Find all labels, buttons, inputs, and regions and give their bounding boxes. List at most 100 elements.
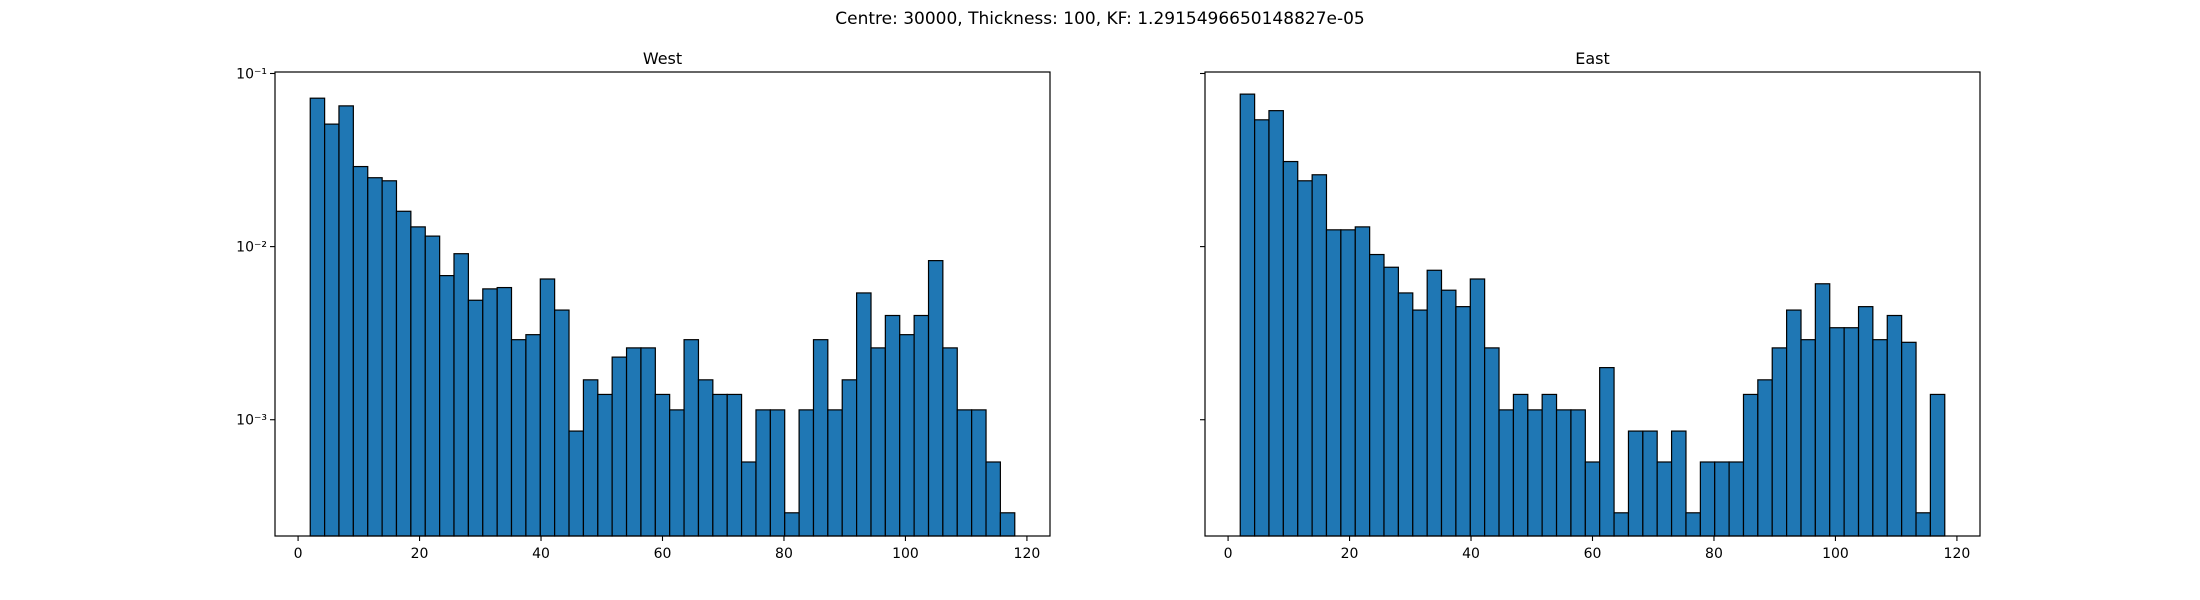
bar xyxy=(884,314,901,537)
bar xyxy=(1455,306,1471,537)
bar xyxy=(1282,160,1299,537)
bar xyxy=(1484,347,1500,537)
bar xyxy=(1685,512,1701,537)
bar xyxy=(439,275,455,537)
bar xyxy=(1627,430,1644,537)
bar xyxy=(1297,180,1313,537)
bar xyxy=(1469,278,1486,537)
bar xyxy=(683,339,700,537)
bar xyxy=(1814,283,1831,537)
bar xyxy=(597,393,613,537)
bar xyxy=(1771,347,1788,537)
bar xyxy=(1728,461,1745,537)
bar xyxy=(1555,409,1572,537)
bar xyxy=(1383,266,1399,537)
bar xyxy=(625,347,642,537)
bar xyxy=(1254,119,1270,537)
bar xyxy=(424,235,441,537)
bar xyxy=(784,512,800,537)
bar xyxy=(338,105,354,537)
bar xyxy=(309,97,326,537)
x-tick-label: 60 xyxy=(654,546,672,562)
bar xyxy=(1570,409,1586,537)
bar xyxy=(1541,393,1558,537)
bar xyxy=(1901,341,1917,537)
bar xyxy=(554,309,570,537)
bar xyxy=(1599,367,1615,537)
bar xyxy=(1699,461,1716,537)
bar xyxy=(1498,409,1515,537)
bar xyxy=(1613,512,1630,537)
bar xyxy=(1843,327,1860,537)
x-tick-label: 20 xyxy=(1341,546,1359,562)
x-tick-label: 0 xyxy=(294,546,303,562)
bar xyxy=(1311,174,1328,537)
x-tick-label: 120 xyxy=(1014,546,1041,562)
x-tick-label: 120 xyxy=(1944,546,1971,562)
bar xyxy=(1527,409,1543,537)
bar xyxy=(582,379,599,537)
bar xyxy=(640,347,656,537)
bar xyxy=(856,292,872,537)
bar xyxy=(1800,339,1816,537)
bar xyxy=(1670,430,1687,537)
bar xyxy=(1325,229,1342,537)
bar xyxy=(1656,461,1673,537)
y-tick-label: 10⁻¹ xyxy=(236,66,267,82)
bar xyxy=(1742,393,1759,537)
y-tick-label: 10⁻³ xyxy=(236,413,267,429)
bar xyxy=(611,356,628,537)
bar xyxy=(697,379,714,537)
bar xyxy=(927,260,944,537)
bar xyxy=(1857,306,1874,537)
bar xyxy=(1397,292,1414,537)
bar xyxy=(510,339,527,537)
x-tick-label: 0 xyxy=(1224,546,1233,562)
bar xyxy=(1412,309,1428,537)
bar xyxy=(971,409,987,537)
bar xyxy=(827,409,843,537)
bar xyxy=(1239,93,1256,537)
bar xyxy=(1369,253,1385,537)
bar xyxy=(669,409,685,537)
bar xyxy=(999,512,1016,537)
bar xyxy=(482,288,498,537)
bar xyxy=(726,393,743,537)
bar xyxy=(841,379,858,537)
bar xyxy=(899,334,915,537)
bar xyxy=(870,347,886,537)
bar xyxy=(1512,393,1529,537)
x-tick-label: 80 xyxy=(1705,546,1723,562)
y-tick-label: 10⁻² xyxy=(236,240,267,256)
bar xyxy=(1584,461,1601,537)
bar xyxy=(712,393,728,537)
bar xyxy=(453,253,469,537)
x-tick-label: 40 xyxy=(532,546,550,562)
bar xyxy=(942,347,958,537)
bar xyxy=(755,409,771,537)
bar xyxy=(740,461,757,537)
x-tick-label: 60 xyxy=(1584,546,1602,562)
bar xyxy=(1354,226,1371,537)
bar xyxy=(1872,339,1888,537)
bar xyxy=(985,461,1001,537)
bar xyxy=(1886,314,1903,537)
bar xyxy=(381,180,398,537)
bar xyxy=(1714,461,1730,537)
x-tick-label: 100 xyxy=(1822,546,1849,562)
bar xyxy=(539,278,556,537)
axes-title: East xyxy=(1575,49,1610,68)
axes-frame xyxy=(1204,71,1981,537)
axes-title: West xyxy=(643,49,682,68)
x-tick-label: 100 xyxy=(892,546,919,562)
bar xyxy=(1268,110,1284,537)
x-tick-label: 20 xyxy=(411,546,429,562)
bar xyxy=(1829,327,1845,537)
bar xyxy=(568,430,585,537)
bar xyxy=(798,409,815,537)
bar xyxy=(654,393,671,537)
bar xyxy=(496,286,513,537)
bar xyxy=(1929,393,1946,537)
x-tick-label: 40 xyxy=(1462,546,1480,562)
